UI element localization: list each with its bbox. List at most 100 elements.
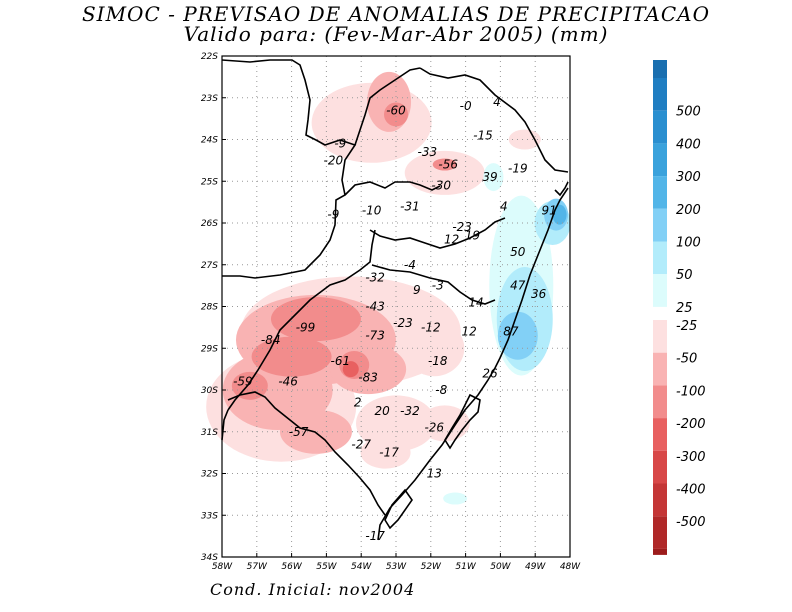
colorbar-label: -500 [676,515,706,530]
lagoa-dos-patos [444,393,481,450]
longitude-tick-label: 53W [386,562,407,572]
colorbar-segment [653,176,667,209]
border-argentina-misiones [227,229,376,411]
colorbar-label: 25 [676,301,693,316]
anomaly-value: -99 [296,320,316,334]
latitude-tick-label: 24S [201,136,218,146]
border-uruguay [227,391,386,516]
anomaly-value: -9 [334,137,346,151]
colorbar-segment [653,418,667,451]
colorbar-label: 200 [676,203,701,218]
colorbar-segment [653,274,667,307]
anomaly-value: 91 [541,203,556,217]
anomaly-value: -3 [432,279,444,293]
map-subtitle: Valido para: (Fev-Mar-Abr 2005) (mm) [183,22,609,46]
colorbar: 500 400 300 200 100 50 25 -25 -50 -100 -200 -300 -40… [653,60,706,555]
latitude-tick-label: 23S [201,94,218,104]
latitude-tick-label: 26S [201,219,218,229]
anomaly-value: 39 [482,170,497,184]
longitude-tick-label: 51W [455,562,476,572]
longitude-labels: 58W 57W 56W 55W 54W 53W 52W 51W 50W 49W 48W [212,553,581,572]
latitude-tick-label: 22S [201,52,218,62]
longitude-tick-label: 55W [316,562,337,572]
longitude-tick-label: 56W [281,562,302,572]
anomaly-value: 12 [444,233,459,247]
anomaly-value: -15 [473,128,493,142]
anomaly-value: -57 [289,425,309,439]
longitude-tick-label: 52W [421,562,442,572]
anomaly-value: -59 [233,375,253,389]
anomaly-patch [270,297,361,342]
anomaly-patch [419,405,470,442]
border-sc-coast-islands [554,181,569,197]
anomaly-patch [356,395,436,452]
anomaly-patch [483,163,504,192]
longitude-tick-label: 48W [560,562,581,572]
latitude-tick-label: 25S [201,177,218,187]
anomaly-value: -33 [418,145,438,159]
longitude-tick-label: 58W [212,562,233,572]
anomaly-patch [384,102,408,127]
anomaly-value: -32 [365,270,385,284]
anomaly-value: -17 [365,529,385,543]
colorbar-label: -200 [676,417,706,432]
colorbar-label: -100 [676,384,706,399]
anomaly-patch [360,436,411,469]
colorbar-segment [653,548,667,555]
anomaly-value: -9 [327,208,339,222]
anomaly-value: -56 [438,158,458,172]
colorbar-segment [653,241,667,275]
longitude-tick-label: 50W [490,562,511,572]
latitude-tick-label: 32S [201,470,218,480]
colorbar-segment [653,320,667,353]
anomaly-value: -73 [365,329,385,343]
anomaly-patch [432,158,457,171]
colorbar-label: 500 [676,105,701,120]
anomaly-value: -43 [365,300,385,314]
anomaly-patch [508,129,541,150]
colorbar-segment [653,385,667,419]
map-title: SIMOC - PREVISAO DE ANOMALIAS DE PRECIPI… [81,2,711,26]
anomaly-value: -20 [324,153,344,167]
latitude-tick-label: 29S [201,344,218,354]
latitude-tick-label: 30S [201,386,218,396]
anomaly-value: -26 [424,421,444,435]
border-pr-sc [369,217,506,249]
colorbar-segment [653,143,667,177]
anomaly-patch [404,320,465,377]
anomaly-value: -61 [331,354,351,368]
anomaly-value: 47 [510,279,526,293]
colorbar-label: 400 [676,137,701,152]
anomaly-value: 4 [500,199,508,213]
anomaly-value: 13 [427,467,442,481]
anomaly-value: 36 [531,287,547,301]
latitude-tick-label: 27S [201,261,218,271]
anomaly-patch [497,311,538,360]
coastline-south [377,187,569,541]
anomaly-value: 20 [374,404,390,418]
anomaly-value: -10 [362,203,382,217]
anomaly-value: -8 [435,383,447,397]
longitude-tick-label: 57W [247,562,268,572]
colorbar-label: 100 [676,236,701,251]
anomaly-value: 50 [510,245,526,259]
colorbar-segment [653,110,667,144]
anomaly-value: 14 [468,295,483,309]
anomaly-value: 26 [482,366,498,380]
colorbar-segment [653,516,667,549]
anomaly-value: 12 [461,325,476,339]
colorbar-segment [653,352,667,386]
lagoa-mirim [384,488,413,530]
colorbar-segment [653,208,667,242]
longitude-tick-label: 49W [525,562,546,572]
anomaly-value: 9 [413,283,421,297]
anomaly-patch [342,361,359,378]
initial-condition-label: Cond. Inicial: nov2004 [210,580,416,599]
colorbar-label: -25 [676,319,697,334]
anomaly-value: -30 [431,178,451,192]
colorbar-label: 50 [676,268,693,283]
anomaly-values: -60 -0 4 -15 -9 -33-56 -19 -20 39 -30 4 -9 -10 -31 91 -… [233,95,557,543]
anomaly-value: -60 [386,103,406,117]
border-sp-pr [419,67,569,173]
